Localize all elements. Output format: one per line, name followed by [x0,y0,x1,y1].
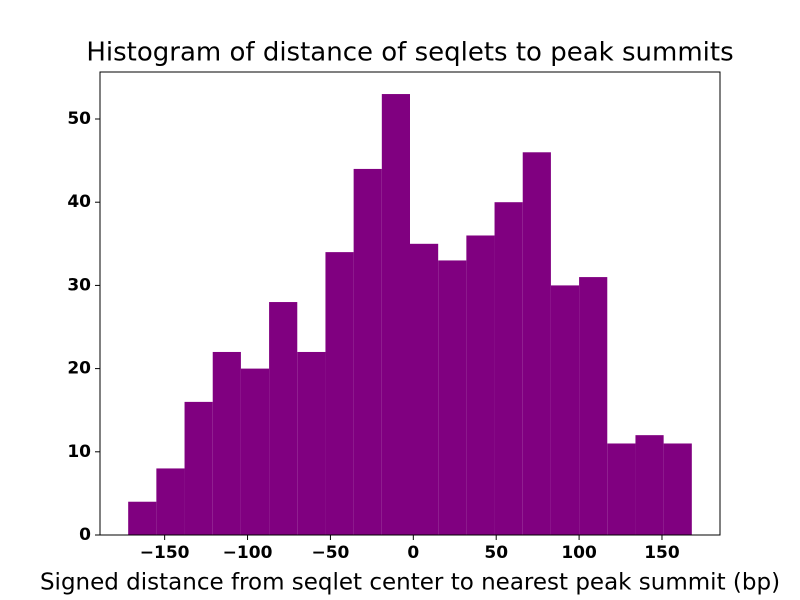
bar [212,351,241,535]
bar [579,277,608,535]
bar [438,260,467,535]
x-tick-label: 150 [644,543,680,563]
x-tick-label: 50 [484,543,508,563]
x-tick-label: −50 [311,543,349,563]
bar [410,243,439,535]
x-axis-label: Signed distance from seqlet center to ne… [40,570,780,596]
y-tick-label: 20 [67,359,91,379]
bar [156,468,185,535]
y-tick-label: 50 [67,109,91,129]
bar [297,351,326,535]
plot-frame [99,71,721,536]
bar [353,168,382,535]
bar [184,401,213,535]
y-tick-label: 0 [79,525,91,545]
y-tick-label: 30 [67,275,91,295]
bar [240,368,270,535]
bar [381,94,410,536]
x-tick-label: 0 [407,543,419,563]
bar [607,443,636,535]
bar [466,235,495,535]
chart-title: Histogram of distance of seqlets to peak… [86,38,733,68]
y-tick-label: 10 [67,442,91,462]
bar [325,252,354,536]
x-tick-label: −100 [223,543,273,563]
bar [522,152,551,535]
bar [269,302,298,535]
bar [550,285,580,535]
bar [635,435,664,535]
y-tick-label: 40 [67,192,91,212]
x-tick-label: −150 [140,543,190,563]
bar [663,443,692,535]
x-tick-label: 100 [561,543,597,563]
bar [494,202,523,535]
bar [128,501,157,535]
